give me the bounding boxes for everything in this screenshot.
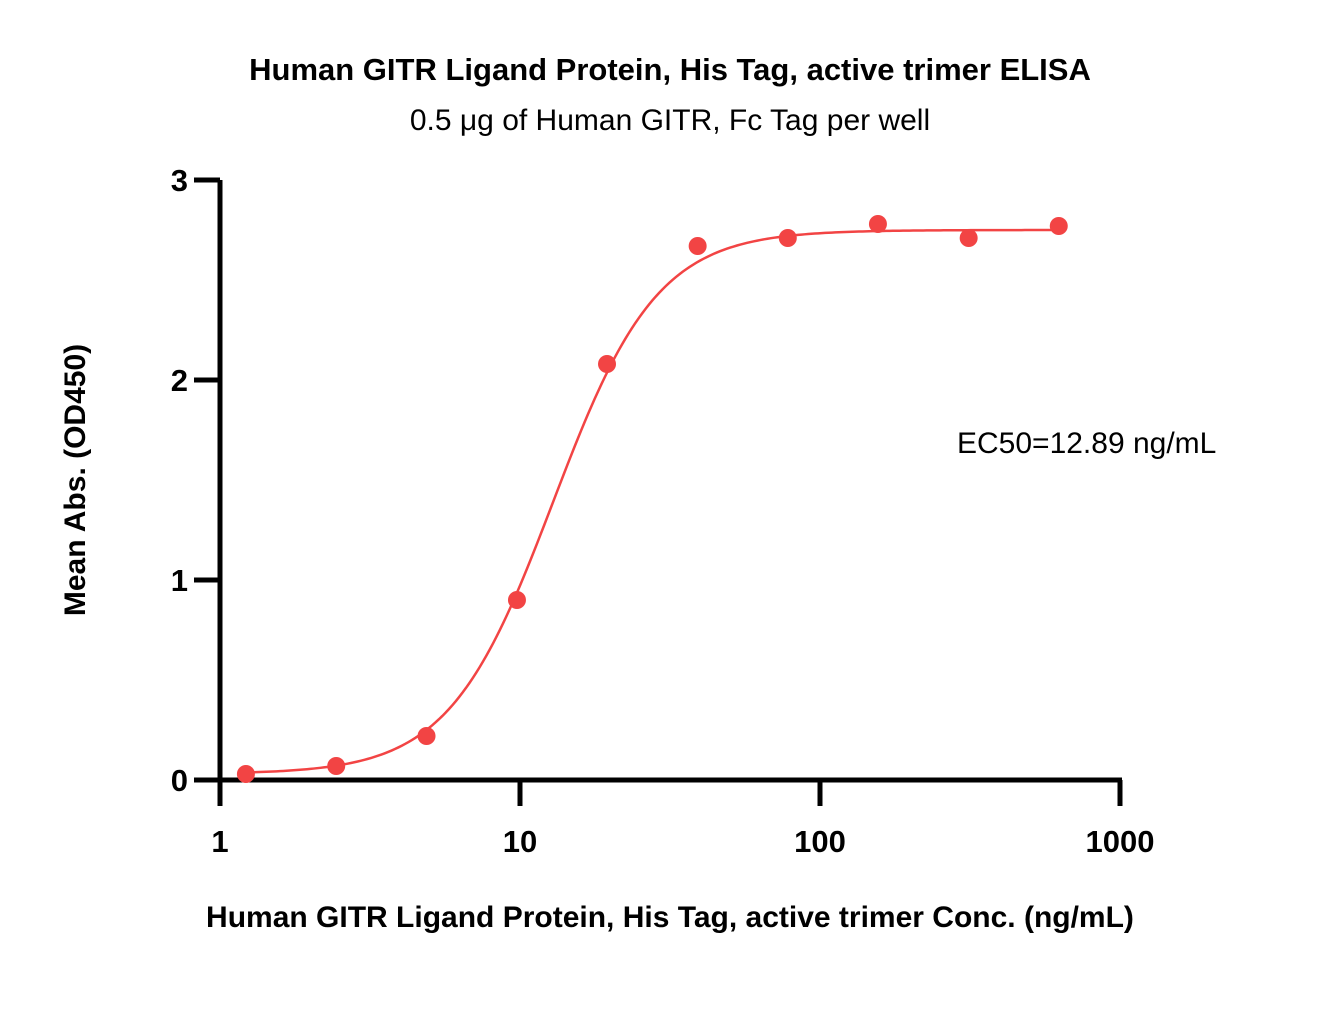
data-point — [959, 229, 978, 247]
y-tick-label: 1 — [171, 563, 188, 598]
y-ticks: 0 1 2 3 — [171, 163, 220, 798]
data-point — [1049, 217, 1068, 235]
data-point — [688, 237, 707, 255]
y-axis-label: Mean Abs. (OD450) — [59, 344, 92, 616]
data-point — [507, 591, 526, 609]
y-tick-label: 3 — [171, 163, 188, 198]
data-point — [327, 757, 346, 775]
ec50-annotation: EC50=12.89 ng/mL — [957, 427, 1216, 460]
fit-curve — [245, 228, 1059, 774]
axes — [217, 180, 1122, 783]
x-tick-label: 1000 — [1086, 824, 1155, 859]
x-tick-label: 1 — [211, 824, 228, 859]
x-ticks: 1 10 100 1000 — [211, 780, 1154, 859]
data-point — [778, 229, 797, 247]
x-tick-label: 100 — [794, 824, 846, 859]
data-point — [417, 727, 436, 745]
x-tick-label: 10 — [503, 824, 537, 859]
data-point — [868, 215, 887, 233]
y-tick-label: 2 — [171, 363, 188, 398]
x-axis-label: Human GITR Ligand Protein, His Tag, acti… — [206, 901, 1134, 934]
data-point — [236, 765, 255, 783]
chart-subtitle: 0.5 μg of Human GITR, Fc Tag per well — [410, 104, 930, 137]
chart-title: Human GITR Ligand Protein, His Tag, acti… — [249, 52, 1091, 87]
data-points — [236, 215, 1068, 783]
y-tick-label: 0 — [171, 763, 188, 798]
data-point — [598, 355, 617, 373]
